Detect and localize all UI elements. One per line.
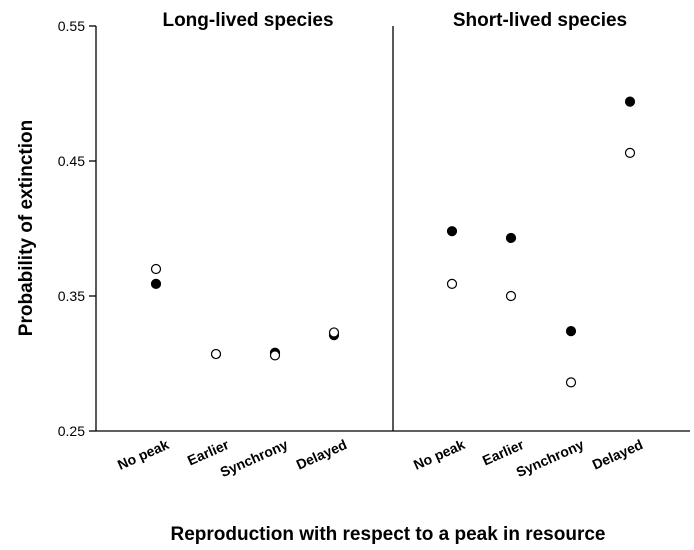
point-long-open-0 [150, 263, 162, 275]
y-tick-label: 0.55 [58, 18, 85, 34]
point-long-open-2 [269, 350, 281, 361]
y-axis-title: Probability of extinction [16, 120, 37, 336]
point-short-open-2 [565, 377, 577, 388]
x-category-label: Synchrony [514, 436, 587, 480]
y-tick-label: 0.45 [58, 153, 85, 169]
x-category-label: Synchrony [218, 436, 291, 480]
data-points [150, 96, 636, 388]
y-ticks: 0.25 0.35 0.45 0.55 [58, 18, 96, 439]
x-category-label: No peak [411, 436, 467, 473]
point-short-filled-3 [624, 96, 636, 107]
point-short-filled-2 [565, 326, 577, 337]
point-short-filled-1 [505, 232, 517, 244]
point-long-open-3 [328, 327, 340, 338]
panel-title-long-lived: Long-lived species [162, 10, 333, 31]
point-short-filled-0 [446, 226, 458, 237]
point-short-open-0 [446, 278, 458, 289]
x-axis-title: Reproduction with respect to a peak in r… [171, 524, 606, 545]
point-short-open-3 [624, 147, 636, 158]
panel-title-short-lived: Short-lived species [453, 10, 627, 31]
axes [95, 26, 690, 432]
x-category-label: Delayed [590, 436, 646, 472]
point-short-open-1 [505, 290, 517, 302]
point-long-open-1 [210, 348, 222, 360]
point-long-filled-0 [150, 278, 162, 289]
y-tick-label: 0.25 [58, 423, 85, 439]
x-category-label: No peak [115, 436, 171, 473]
y-tick-label: 0.35 [58, 288, 85, 304]
x-category-label: Delayed [294, 436, 350, 472]
